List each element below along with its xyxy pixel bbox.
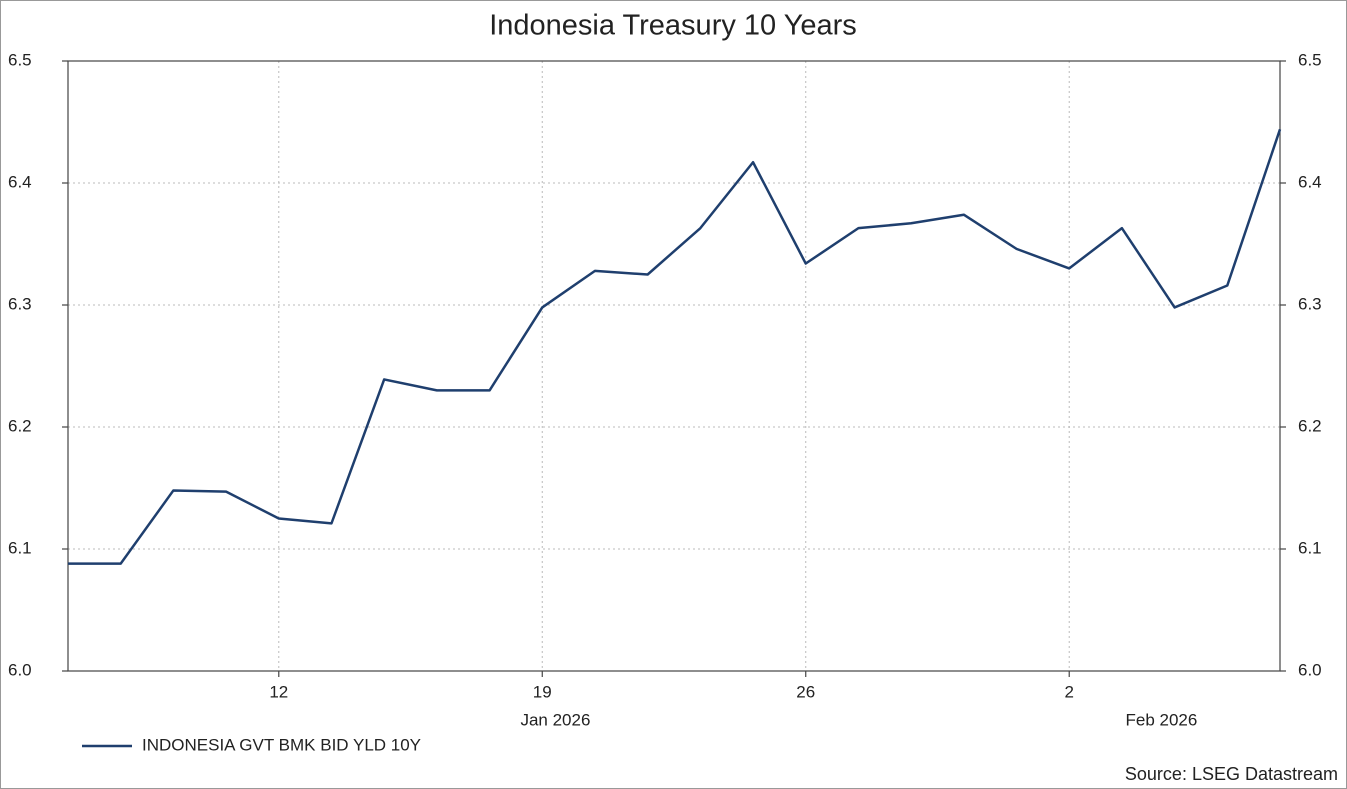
- y2-tick-label: 6.2: [1298, 416, 1322, 435]
- y2-tick-label: 6.5: [1298, 50, 1322, 69]
- y-tick-label: 6.5: [8, 50, 32, 69]
- month-label: Jan 2026: [520, 710, 590, 729]
- y-tick-label: 6.3: [8, 294, 32, 313]
- y-tick-label: 6.4: [8, 172, 32, 191]
- y2-tick-label: 6.1: [1298, 538, 1322, 557]
- month-label: Feb 2026: [1126, 710, 1198, 729]
- y-tick-label: 6.0: [8, 660, 32, 679]
- plot-border: [67, 60, 1281, 672]
- x-tick-label: 19: [533, 682, 552, 701]
- y2-tick-label: 6.4: [1298, 172, 1322, 191]
- x-tick-label: 26: [796, 682, 815, 701]
- source: Source: LSEG Datastream: [1125, 764, 1338, 784]
- y-tick-label: 6.2: [8, 416, 32, 435]
- legend-label: INDONESIA GVT BMK BID YLD 10Y: [142, 735, 421, 754]
- y2-tick-label: 6.3: [1298, 294, 1322, 313]
- x-tick-label: 2: [1064, 682, 1073, 701]
- y-tick-label: 6.1: [8, 538, 32, 557]
- series-line: [68, 128, 1282, 565]
- y2-tick-label: 6.0: [1298, 660, 1322, 679]
- chart-title: Indonesia Treasury 10 Years: [489, 10, 857, 42]
- x-tick-label: 12: [269, 682, 288, 701]
